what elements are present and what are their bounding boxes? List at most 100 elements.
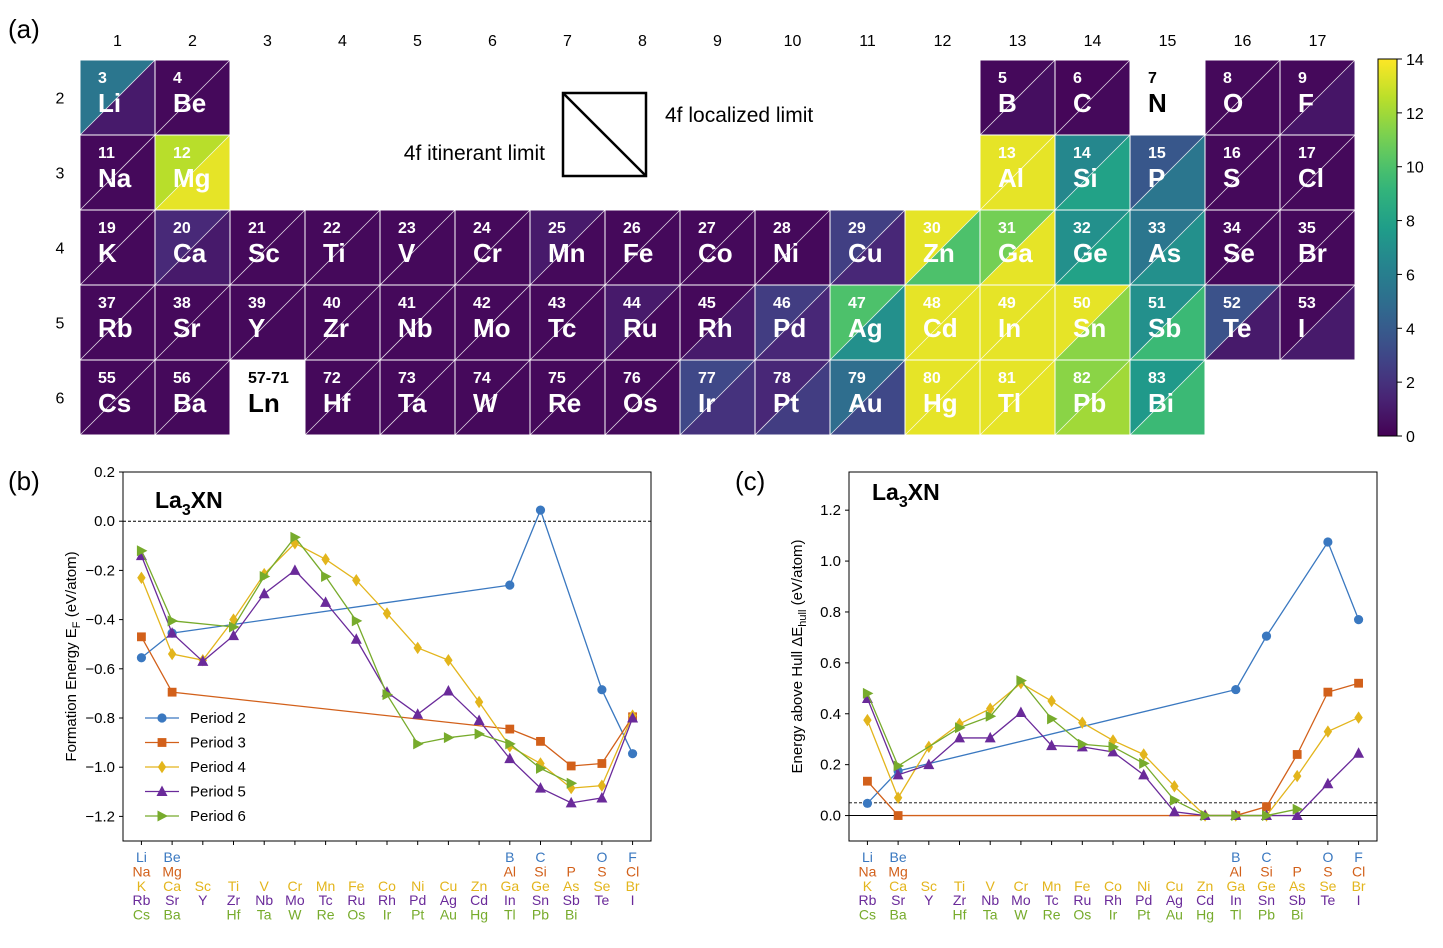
element-symbol: Ba: [173, 388, 207, 418]
series-period-4: [863, 677, 1363, 822]
data-point: [1200, 810, 1212, 822]
data-point: [893, 760, 905, 772]
data-point: [351, 615, 363, 627]
data-point: [505, 580, 515, 590]
data-point: [955, 717, 964, 731]
x-tick-label: Tl: [504, 907, 516, 923]
element-number: 24: [473, 220, 491, 237]
data-point: [1078, 716, 1087, 729]
data-point: [1231, 810, 1242, 822]
y-tick-label: −0.4: [85, 612, 115, 629]
x-tick-label: Cs: [133, 907, 150, 923]
element-number: 43: [548, 295, 566, 312]
element-number: 57-71: [248, 370, 289, 387]
element-diagonal: [154, 59, 231, 136]
data-point: [985, 710, 997, 722]
y-axis-label-main: Formation Energy E: [63, 628, 80, 761]
element-diagonal: [904, 359, 981, 436]
data-point: [290, 531, 301, 543]
x-tick-label: W: [1014, 907, 1028, 923]
element-number: 51: [1148, 295, 1166, 312]
group-label-14: 14: [1084, 33, 1102, 50]
element-diagonal: [1129, 359, 1206, 436]
element-symbol: Co: [698, 238, 733, 268]
element-symbol: Sb: [1148, 313, 1181, 343]
element-tile-F: 9F: [1279, 59, 1356, 136]
x-tick-label: C: [535, 849, 545, 865]
series-period-2: [862, 537, 1364, 808]
x-tick-label: In: [504, 892, 516, 908]
data-point: [1015, 706, 1027, 717]
x-tick-label: As: [563, 878, 579, 894]
element-symbol: Cd: [923, 313, 958, 343]
series-period-6: [862, 675, 1304, 822]
element-diagonal: [1279, 134, 1356, 211]
element-symbol: V: [398, 238, 416, 268]
element-symbol: Fe: [623, 238, 653, 268]
element-number: 52: [1223, 295, 1241, 312]
x-tick-label: Mg: [162, 863, 181, 879]
data-point: [229, 613, 238, 626]
x-tick-label: Pb: [1258, 907, 1275, 923]
x-tick-label: Cd: [470, 892, 488, 908]
data-point: [1354, 711, 1363, 724]
x-tick-label: Mo: [1011, 892, 1031, 908]
x-tick-label: Na: [858, 863, 876, 879]
chart-title-main: La: [872, 479, 899, 505]
element-diagonal: [1204, 59, 1281, 136]
element-number: 28: [773, 220, 791, 237]
data-point: [535, 762, 547, 774]
element-number: 83: [1148, 370, 1166, 387]
x-tick-label: Ga: [1226, 878, 1245, 894]
element-diagonal: [829, 209, 906, 286]
element-symbol: N: [1148, 88, 1167, 118]
data-point: [136, 653, 147, 663]
x-tick-label: Nb: [255, 892, 273, 908]
element-number: 19: [98, 220, 116, 237]
x-tick-label: Sn: [1258, 892, 1275, 908]
x-tick-label: K: [863, 878, 873, 894]
data-point: [597, 685, 607, 695]
data-point: [166, 627, 178, 638]
x-tick-label: F: [628, 849, 637, 865]
x-tick-label: Sb: [563, 892, 580, 908]
element-symbol: Cs: [98, 388, 131, 418]
element-symbol: F: [1298, 88, 1314, 118]
element-symbol: I: [1298, 313, 1305, 343]
x-tick-label: Br: [1352, 878, 1366, 894]
element-symbol: Be: [173, 88, 206, 118]
data-point: [137, 571, 146, 584]
element-number: 79: [848, 370, 866, 387]
y-tick-label: −0.6: [85, 661, 115, 678]
x-tick-label: Pd: [1135, 892, 1152, 908]
element-tile-C: 6C: [1054, 59, 1131, 136]
colorbar-tick-label: 4: [1406, 321, 1415, 338]
chart-title: La3XN: [872, 479, 940, 511]
element-diagonal: [679, 359, 756, 436]
element-number: 11: [98, 145, 115, 162]
x-tick-label: Br: [626, 878, 640, 894]
series-period-6: [136, 531, 578, 789]
element-number: 41: [398, 295, 416, 312]
data-point: [1353, 747, 1365, 758]
data-point: [1107, 745, 1119, 757]
x-tick-label: Ag: [1166, 892, 1183, 908]
element-number: 35: [1298, 220, 1316, 237]
element-symbol: Ga: [998, 238, 1033, 268]
element-number: 3: [98, 70, 107, 87]
x-tick-label: Cu: [439, 878, 457, 894]
group-label-15: 15: [1159, 33, 1177, 50]
x-tick-label: Hg: [1196, 907, 1214, 923]
chart-title: La3XN: [155, 487, 223, 519]
chart-legend: Period 2 Period 3 Period 4 Period 5 Period 6: [145, 710, 246, 825]
element-diagonal: [979, 209, 1056, 286]
